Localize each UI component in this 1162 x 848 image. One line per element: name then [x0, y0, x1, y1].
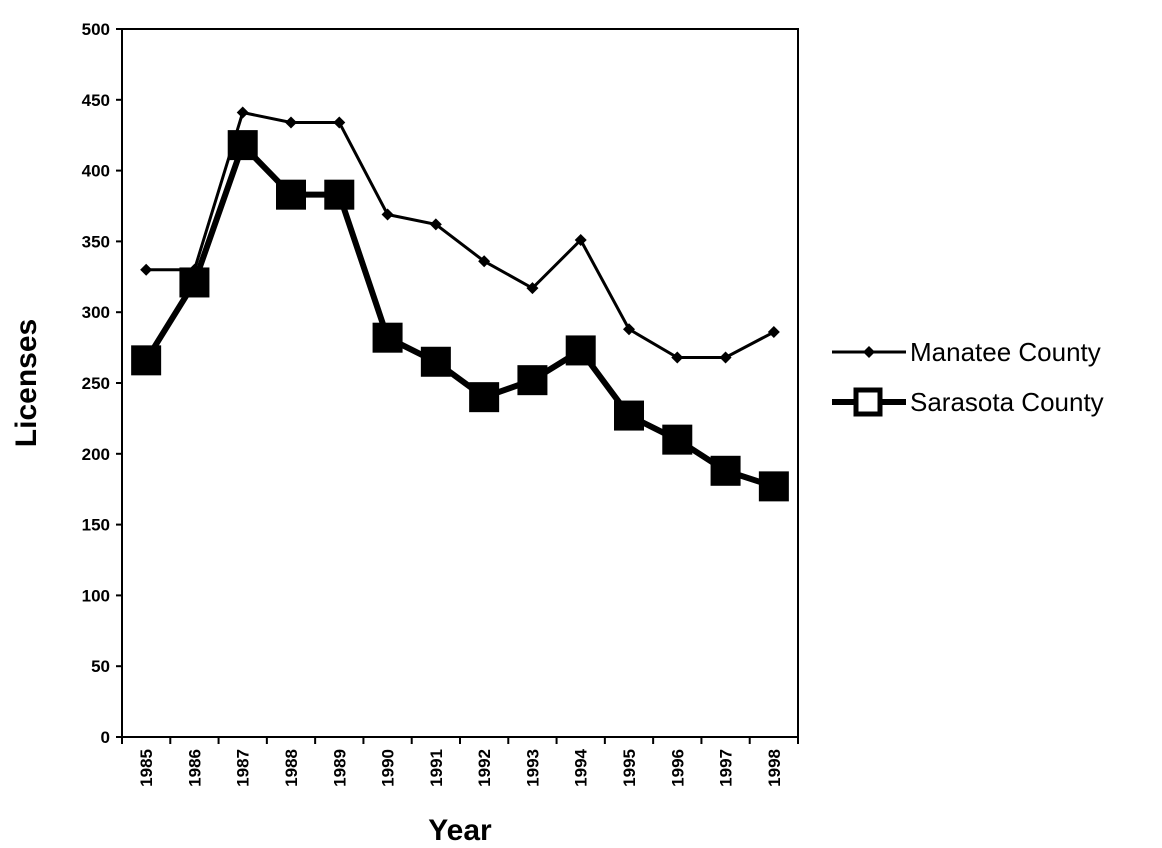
- x-tick-label: 1994: [572, 748, 591, 786]
- x-tick-label: 1992: [475, 749, 494, 787]
- series: Manatee County: [140, 106, 1101, 367]
- point-marker: [333, 116, 346, 129]
- point-marker: [236, 106, 249, 119]
- y-tick-label: 150: [82, 516, 110, 535]
- y-tick-label: 50: [91, 657, 110, 676]
- point-marker: [710, 455, 741, 486]
- point-marker: [671, 351, 684, 364]
- x-tick-label: 1995: [620, 749, 639, 787]
- point-marker: [140, 263, 153, 276]
- point-marker: [131, 345, 162, 376]
- y-tick-label: 250: [82, 374, 110, 393]
- y-tick-label: 100: [82, 586, 110, 605]
- point-marker: [614, 400, 644, 431]
- point-marker: [526, 282, 539, 295]
- y-axis-title: Licenses: [10, 319, 43, 447]
- y-tick-label: 450: [82, 91, 110, 110]
- x-tick-label: 1987: [234, 749, 253, 787]
- point-marker: [565, 335, 596, 366]
- x-axis-title: Year: [428, 814, 492, 847]
- legend-marker: [863, 346, 875, 358]
- point-marker: [469, 382, 500, 413]
- x-tick-label: 1996: [668, 749, 687, 787]
- x-tick-label: 1990: [379, 749, 398, 787]
- point-marker: [574, 233, 587, 246]
- point-marker: [285, 116, 297, 129]
- series-line: [146, 110, 775, 360]
- y-tick-label: 400: [82, 162, 110, 181]
- x-tick-label: 1997: [717, 749, 736, 787]
- point-marker: [429, 218, 442, 231]
- legend-marker: [853, 387, 883, 417]
- point-marker: [662, 424, 693, 455]
- x-tick-label: 1989: [330, 749, 349, 787]
- legend-label: Sarasota County: [910, 387, 1104, 417]
- point-marker: [381, 208, 394, 221]
- point-marker: [623, 323, 635, 336]
- x-tick-label: 1986: [185, 749, 204, 787]
- point-marker: [276, 179, 306, 210]
- y-tick-label: 350: [82, 232, 110, 251]
- series: Sarasota County: [131, 130, 1104, 502]
- point-marker: [179, 267, 210, 298]
- point-marker: [227, 130, 258, 161]
- y-tick-label: 200: [82, 445, 110, 464]
- point-marker: [324, 179, 355, 210]
- point-marker: [478, 255, 491, 268]
- point-marker: [420, 346, 451, 377]
- x-tick-label: 1988: [282, 749, 301, 787]
- point-marker: [767, 326, 780, 339]
- x-tick-label: 1998: [765, 749, 784, 787]
- point-marker: [517, 365, 548, 396]
- legend-label: Manatee County: [910, 337, 1101, 367]
- y-tick-label: 0: [101, 728, 110, 747]
- y-tick-label: 500: [82, 20, 110, 39]
- point-marker: [719, 351, 732, 364]
- x-tick-label: 1991: [427, 749, 446, 787]
- x-tick-label: 1985: [137, 749, 156, 787]
- point-marker: [372, 322, 403, 353]
- y-tick-label: 300: [82, 303, 110, 322]
- x-tick-label: 1993: [523, 749, 542, 787]
- point-marker: [758, 471, 789, 502]
